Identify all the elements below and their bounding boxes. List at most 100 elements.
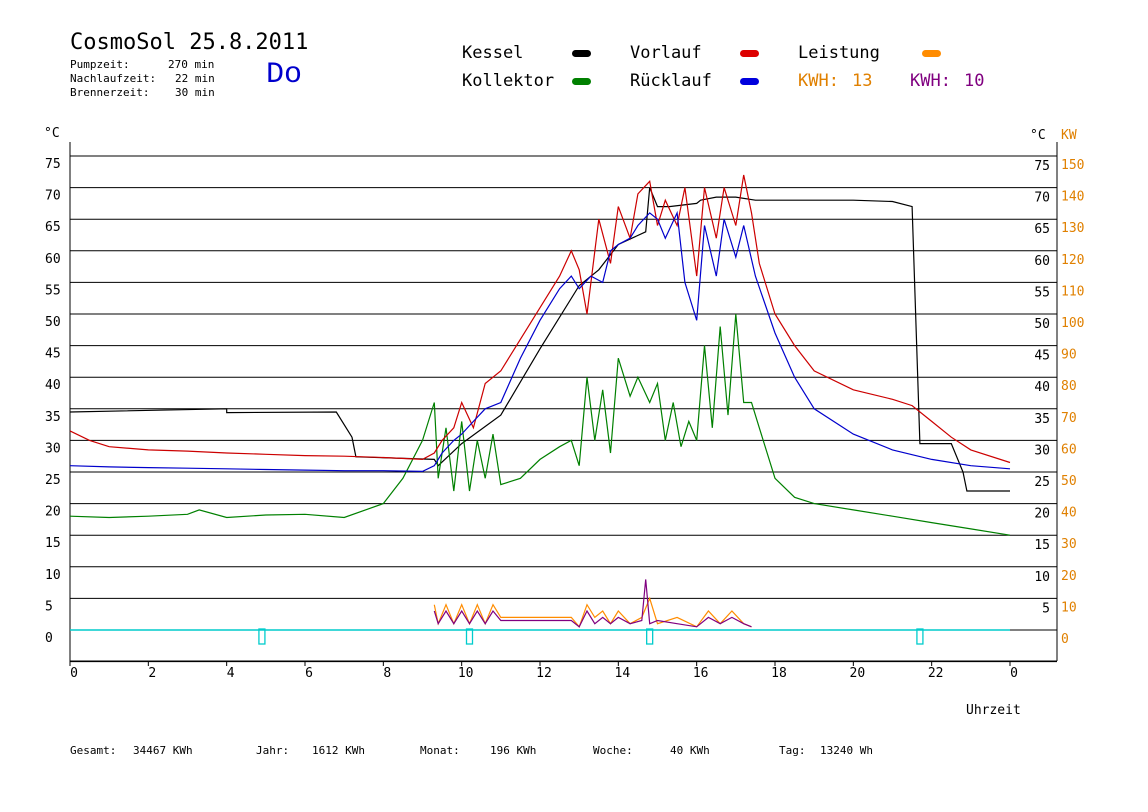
footer-gesamt-label: Gesamt: xyxy=(70,744,117,757)
footer-tag-label: Tag: xyxy=(779,744,806,757)
y-tick-left: 50 xyxy=(45,315,61,330)
footer-woche-value: 40 KWh xyxy=(670,744,710,757)
y-tick-right: 25 xyxy=(1034,475,1050,490)
series-leistung xyxy=(433,596,752,628)
y-tick-right: 75 xyxy=(1034,159,1050,174)
y-tick-kw: 10 xyxy=(1061,600,1077,615)
y-tick-kw: 90 xyxy=(1061,348,1077,363)
y-tick-left: 35 xyxy=(45,410,61,425)
stat-nachlaufzeit-label: Nachlaufzeit: xyxy=(70,72,157,85)
weekday-label: Do xyxy=(266,58,303,92)
legend-kollektor-label: Kollektor xyxy=(462,71,555,91)
y-tick-kw: 50 xyxy=(1061,474,1077,489)
pump-marker xyxy=(646,628,654,645)
footer-tag-value: 13240 Wh xyxy=(820,744,873,757)
y-tick-left: 10 xyxy=(45,568,61,583)
y-tick-right: 5 xyxy=(1042,601,1050,616)
y-tick-kw: 80 xyxy=(1061,379,1077,394)
y-tick-kw: 130 xyxy=(1061,221,1084,236)
y-axis-right-unit: °C xyxy=(1030,128,1046,143)
chart-series xyxy=(69,174,1011,628)
y-axis-left-unit: °C xyxy=(44,126,60,141)
y-tick-kw: 70 xyxy=(1061,411,1077,426)
pump-marker xyxy=(465,628,474,645)
legend-kessel-swatch xyxy=(572,50,591,57)
y-tick-right: 55 xyxy=(1034,285,1050,300)
y-tick-left: 75 xyxy=(45,157,61,172)
legend-vorlauf-swatch xyxy=(740,50,759,57)
y-tick-right: 15 xyxy=(1034,538,1050,553)
y-tick-kw: 140 xyxy=(1061,190,1084,205)
x-tick-label: 0 xyxy=(70,666,78,681)
y-tick-left: 65 xyxy=(45,220,61,235)
stat-brennerzeit-value: 30 min xyxy=(175,86,215,99)
legend-kessel-label: Kessel xyxy=(462,43,524,63)
y-tick-left: 5 xyxy=(45,599,53,614)
y-tick-kw: 110 xyxy=(1061,284,1084,299)
x-tick-label: 6 xyxy=(305,666,313,681)
y-tick-left: 25 xyxy=(45,473,61,488)
x-tick-label: 8 xyxy=(383,666,391,681)
y-tick-kw: 100 xyxy=(1061,316,1084,331)
series-r-cklauf xyxy=(69,210,1011,473)
x-tick-label: 12 xyxy=(536,666,552,681)
footer-monat-value: 196 KWh xyxy=(490,744,537,757)
legend-ruecklauf-swatch xyxy=(740,78,759,85)
y-tick-right: 20 xyxy=(1034,507,1050,522)
y-tick-left: 40 xyxy=(45,378,61,393)
chart-pump-markers xyxy=(70,628,1010,645)
footer-monat-label: Monat: xyxy=(420,744,460,757)
footer-jahr-label: Jahr: xyxy=(256,744,290,757)
legend-kollektor-swatch xyxy=(572,78,591,85)
y-tick-left: 0 xyxy=(45,631,53,646)
stat-pumpzeit-value: 270 min xyxy=(168,58,215,71)
footer-gesamt-value: 34467 KWh xyxy=(133,744,193,757)
x-tick-label: 22 xyxy=(928,666,944,681)
series-vorlauf xyxy=(69,174,1011,464)
y-tick-left: 45 xyxy=(45,347,61,362)
series-kollektor xyxy=(69,313,1011,536)
y-tick-kw: 0 xyxy=(1061,632,1069,647)
y-tick-kw: 40 xyxy=(1061,506,1077,521)
x-tick-label: 10 xyxy=(458,666,474,681)
legend-kwh1-value: 13 xyxy=(852,71,873,91)
legend-kwh2-value: 10 xyxy=(964,71,985,91)
y-tick-left: 20 xyxy=(45,505,61,520)
x-tick-label: 2 xyxy=(148,666,156,681)
series-leistung2 xyxy=(433,579,752,628)
y-tick-right: 40 xyxy=(1034,380,1050,395)
y-tick-right: 30 xyxy=(1034,443,1050,458)
chart-grid xyxy=(70,155,1057,663)
y-tick-kw: 30 xyxy=(1061,537,1077,552)
x-tick-label: 0 xyxy=(1010,666,1018,681)
x-tick-label: 20 xyxy=(850,666,866,681)
footer-jahr-value: 1612 KWh xyxy=(312,744,365,757)
y-axis-kw-unit: KW xyxy=(1061,128,1077,143)
y-tick-kw: 60 xyxy=(1061,442,1077,457)
y-tick-left: 55 xyxy=(45,283,61,298)
stat-brennerzeit-label: Brennerzeit: xyxy=(70,86,150,99)
legend-ruecklauf-label: Rücklauf xyxy=(630,71,712,91)
y-tick-right: 70 xyxy=(1034,191,1050,206)
y-tick-right: 35 xyxy=(1034,412,1050,427)
y-tick-left: 30 xyxy=(45,441,61,456)
pump-marker xyxy=(258,628,266,645)
y-tick-kw: 120 xyxy=(1061,253,1084,268)
series-kessel xyxy=(69,187,1010,492)
legend-kwh1-label: KWH: xyxy=(798,71,839,91)
x-axis-title: Uhrzeit xyxy=(966,703,1021,718)
chart-tick-labels: 0510152025303540455055606570755101520253… xyxy=(45,157,1084,681)
y-tick-right: 50 xyxy=(1034,317,1050,332)
page-title: CosmoSol 25.8.2011 xyxy=(70,30,309,55)
legend-leistung-swatch xyxy=(922,50,941,57)
y-tick-right: 10 xyxy=(1034,570,1050,585)
chart-axes xyxy=(69,142,1058,666)
y-tick-right: 45 xyxy=(1034,349,1050,364)
legend-kwh2-label: KWH: xyxy=(910,71,951,91)
footer-woche-label: Woche: xyxy=(593,744,633,757)
stat-nachlaufzeit-value: 22 min xyxy=(175,72,215,85)
y-tick-left: 15 xyxy=(45,536,61,551)
x-tick-label: 4 xyxy=(227,666,235,681)
y-tick-kw: 20 xyxy=(1061,569,1077,584)
